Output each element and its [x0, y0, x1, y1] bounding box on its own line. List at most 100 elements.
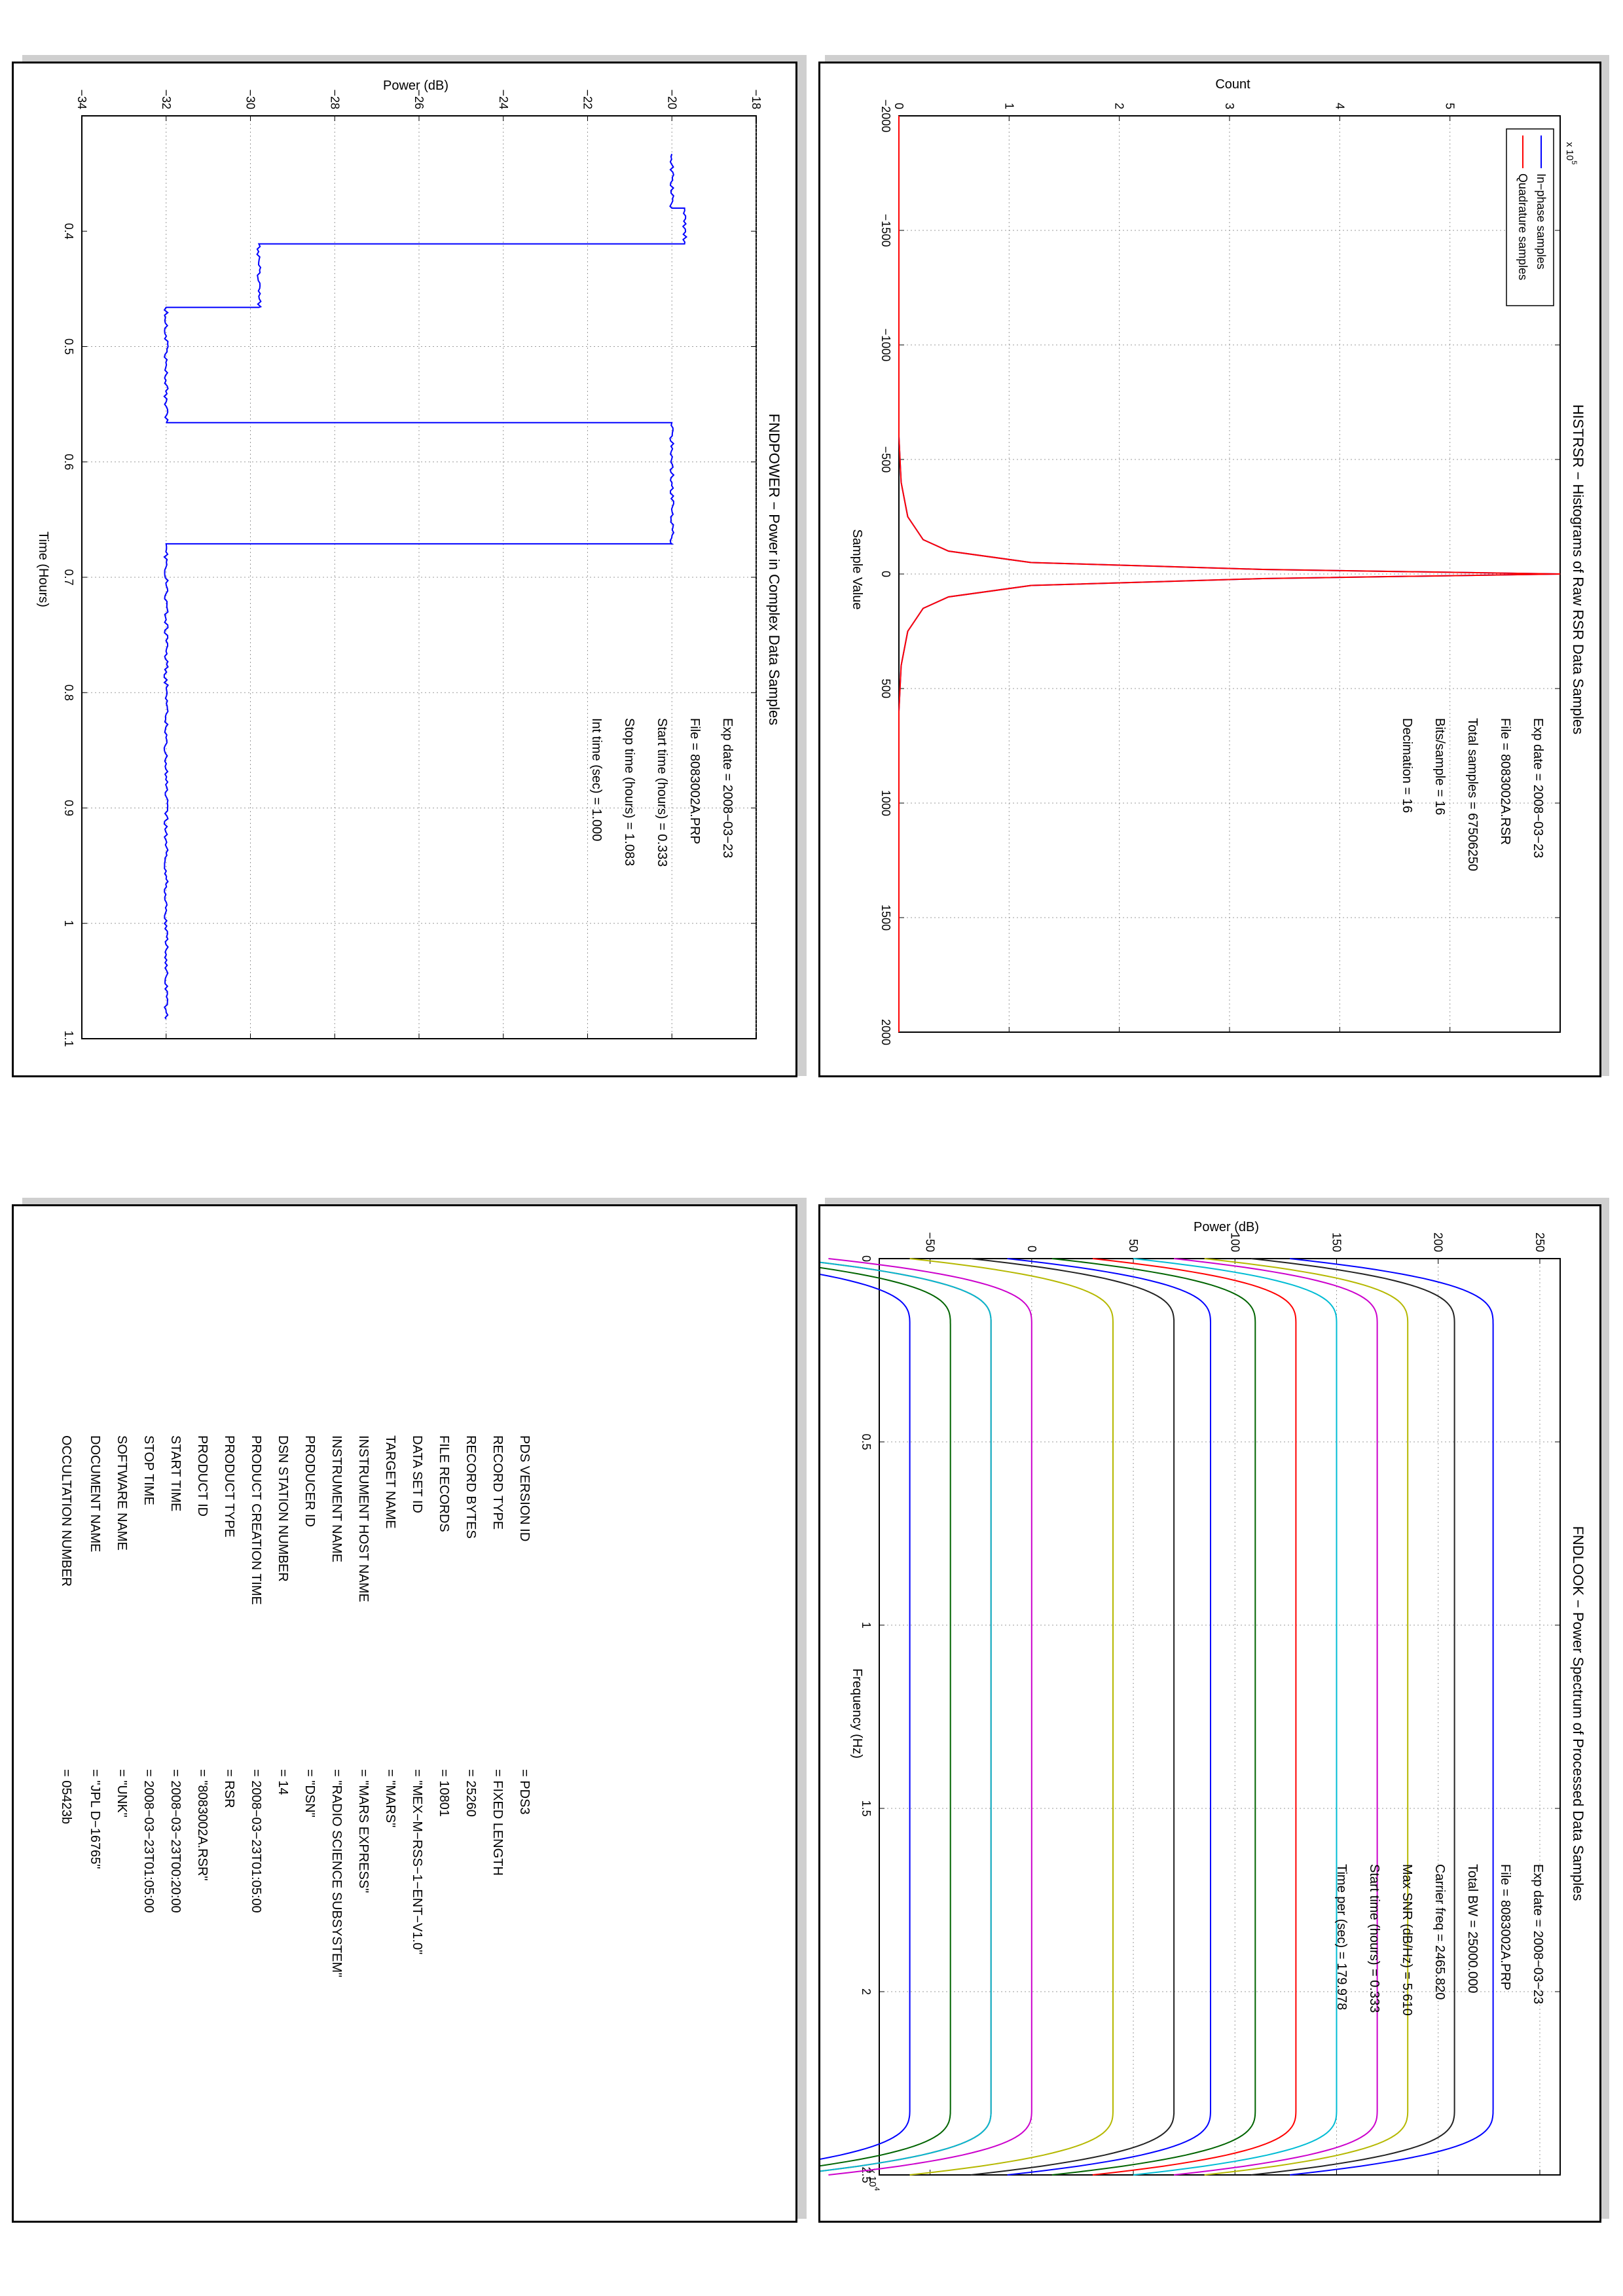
histrsr-legend-label: Quadrature samples [1516, 173, 1529, 280]
histrsr-ytick-label: 1 [1002, 103, 1015, 109]
fndpower-xlabel: Time (Hours) [36, 531, 50, 607]
fndpower-xtick-label: 0.7 [62, 569, 75, 585]
fndlook-xtick-label: 1 [860, 1622, 873, 1628]
fndlook-series-line [1092, 1258, 1297, 2176]
histrsr-ytick-label: 2 [1113, 103, 1126, 109]
label-value: = "MEX−M−RSS−1−ENT−V1.0" [410, 1769, 424, 1954]
label-value: = "8083002A.RSR" [195, 1769, 210, 1880]
histrsr-panel: HISTRSR − Histograms of Raw RSR Data Sam… [818, 62, 1601, 1077]
fndlook-annotation: Start time (hours) = 0.333 [1367, 1864, 1381, 2013]
histrsr-legend-label: In−phase samples [1535, 173, 1548, 270]
histrsr-xtick-label: −1500 [879, 214, 892, 247]
label-value: = "UNK" [115, 1769, 129, 1818]
fndlook-chart: FNDLOOK − Power Spectrum of Processed Da… [706, 1220, 1586, 2191]
fndpower-ytick-label: −30 [244, 89, 257, 109]
label-value: = RSR [222, 1769, 236, 1808]
histrsr-series-line [898, 116, 1561, 1032]
histrsr-annotation: Total samples = 67506250 [1465, 718, 1480, 871]
histrsr-ytick-label: 3 [1223, 103, 1236, 109]
histrsr-annotation: Bits/sample = 16 [1432, 718, 1447, 815]
fndlook-series-line [1204, 1258, 1409, 2176]
fndpower-ytick-label: −26 [412, 89, 426, 109]
fndpower-ytick-label: −24 [497, 89, 510, 109]
histrsr-ytick-label: 5 [1444, 103, 1457, 109]
fndlook-annotation: Max SNR (dB/Hz) = 5.610 [1400, 1864, 1414, 2016]
fndpower-annotation: Stop time (hours) = 1.083 [622, 718, 636, 866]
label-key: DATA SET ID [410, 1435, 424, 1513]
label-key: INSTRUMENT HOST NAME [356, 1435, 371, 1602]
histrsr-title: HISTRSR − Histograms of Raw RSR Data Sam… [1570, 404, 1586, 734]
label-key: DSN STATION NUMBER [276, 1435, 290, 1582]
histrsr-annotation: File = 8083002A.RSR [1498, 718, 1512, 845]
fndpower-annotation: Start time (hours) = 0.333 [655, 718, 669, 867]
label-key: RECORD BYTES [464, 1435, 478, 1539]
fndpower-annotation: Exp date = 2008−03−23 [720, 718, 735, 858]
fndlook-ytick-label: 100 [1228, 1232, 1241, 1252]
label-key: PRODUCT TYPE [222, 1435, 236, 1537]
fndlook-series-line [1250, 1258, 1455, 2176]
label-key: DOCUMENT NAME [88, 1435, 102, 1552]
fndlook-ytick-label: 0 [1025, 1246, 1038, 1252]
histrsr-chart: HISTRSR − Histograms of Raw RSR Data Sam… [850, 77, 1586, 1045]
fndpower-xtick-label: 0.9 [62, 800, 75, 816]
fndlook-series-line [1289, 1258, 1494, 2176]
label-table: PDS VERSION ID = PDS3 RECORD TYPE = FIXED L… [59, 1435, 532, 1977]
fndpower-ytick-label: −18 [750, 89, 763, 109]
fndlook-annotation: Exp date = 2008−03−23 [1531, 1864, 1545, 2004]
fndlook-series-line [1133, 1258, 1338, 2176]
fndpower-ytick-label: −20 [665, 89, 678, 109]
fndlook-annotation: Time per (sec) = 179.978 [1334, 1864, 1349, 2010]
fndlook-ytick-label: −50 [924, 1232, 937, 1252]
histrsr-annotation: Decimation = 16 [1400, 718, 1414, 813]
histrsr-xtick-label: 1000 [879, 790, 892, 816]
fndlook-ytick-label: 250 [1533, 1232, 1546, 1252]
histrsr-xtick-label: 1500 [879, 905, 892, 931]
label-value: = "MARS" [383, 1769, 397, 1827]
label-value: = 2008−03−23T01:05:00 [141, 1769, 156, 1913]
fndlook-annotation: Carrier freq = 2465.820 [1432, 1864, 1447, 2000]
fndpower-panel: FNDPOWER − Power in Complex Data Samples… [12, 62, 797, 1077]
fndpower-xtick-label: 0.6 [62, 454, 75, 470]
fndlook-plot-frame [879, 1258, 1561, 2176]
histrsr-ytick-label: 4 [1333, 103, 1346, 109]
fndlook-annotation: File = 8083002A.PRP [1498, 1864, 1512, 1990]
label-value: = 2008−03−23T01:05:00 [249, 1769, 263, 1913]
label-key: RECORD TYPE [490, 1435, 505, 1530]
fndlook-series-line [1051, 1258, 1256, 2176]
fndlook-xtick-label: 1.5 [860, 1800, 873, 1816]
fndlook-xtick-label: 0 [860, 1255, 873, 1262]
occultation-key: OCCULTATION NUMBER [59, 1435, 73, 1587]
fndlook-ytick-label: 50 [1127, 1239, 1140, 1252]
histrsr-xtick-label: −1000 [879, 329, 892, 362]
label-key: SOFTWARE NAME [115, 1435, 129, 1551]
label-value: = "MARS EXPRESS" [356, 1769, 371, 1893]
fndpower-ytick-label: −22 [581, 89, 594, 109]
histrsr-y-exponent: x 105 [1564, 142, 1578, 164]
fndlook-series-line [788, 1258, 992, 2176]
fndlook-ytick-label: 150 [1330, 1232, 1343, 1252]
fndlook-series-line [747, 1258, 951, 2176]
fndlook-series-line [788, 1258, 992, 2176]
fndlook-panel: FNDLOOK − Power Spectrum of Processed Da… [706, 1204, 1601, 2223]
fndlook-ytick-label: 200 [1432, 1232, 1445, 1252]
fndlook-series-line [909, 1258, 1114, 2176]
fndlook-ylabel: Power (dB) [1194, 1220, 1259, 1234]
label-value: = 10801 [437, 1769, 451, 1817]
fndlook-annotation: Total BW = 25000.000 [1465, 1864, 1480, 1993]
label-panel: PDS VERSION ID = PDS3 RECORD TYPE = FIXED L… [12, 1204, 797, 2223]
label-key: FILE RECORDS [437, 1435, 451, 1532]
fndlook-series-line [828, 1258, 1032, 2176]
histrsr-xtick-label: 2000 [879, 1019, 892, 1045]
fndpower-ytick-label: −28 [328, 89, 341, 109]
fndlook-series-line [970, 1258, 1175, 2176]
label-value: = 25260 [464, 1769, 478, 1817]
label-value: = "DSN" [302, 1769, 317, 1818]
fndpower-series-line [163, 153, 688, 1020]
fndpower-xtick-label: 0.8 [62, 685, 75, 701]
label-value: = "JPL D−16765" [88, 1769, 102, 1869]
fndpower-ytick-label: −34 [75, 89, 88, 109]
fndlook-xlabel: Frequency (Hz) [850, 1668, 864, 1759]
fndpower-xtick-label: 1.1 [62, 1030, 75, 1047]
fndlook-xtick-label: 2 [860, 1988, 873, 1995]
histrsr-xtick-label: −500 [879, 446, 892, 473]
